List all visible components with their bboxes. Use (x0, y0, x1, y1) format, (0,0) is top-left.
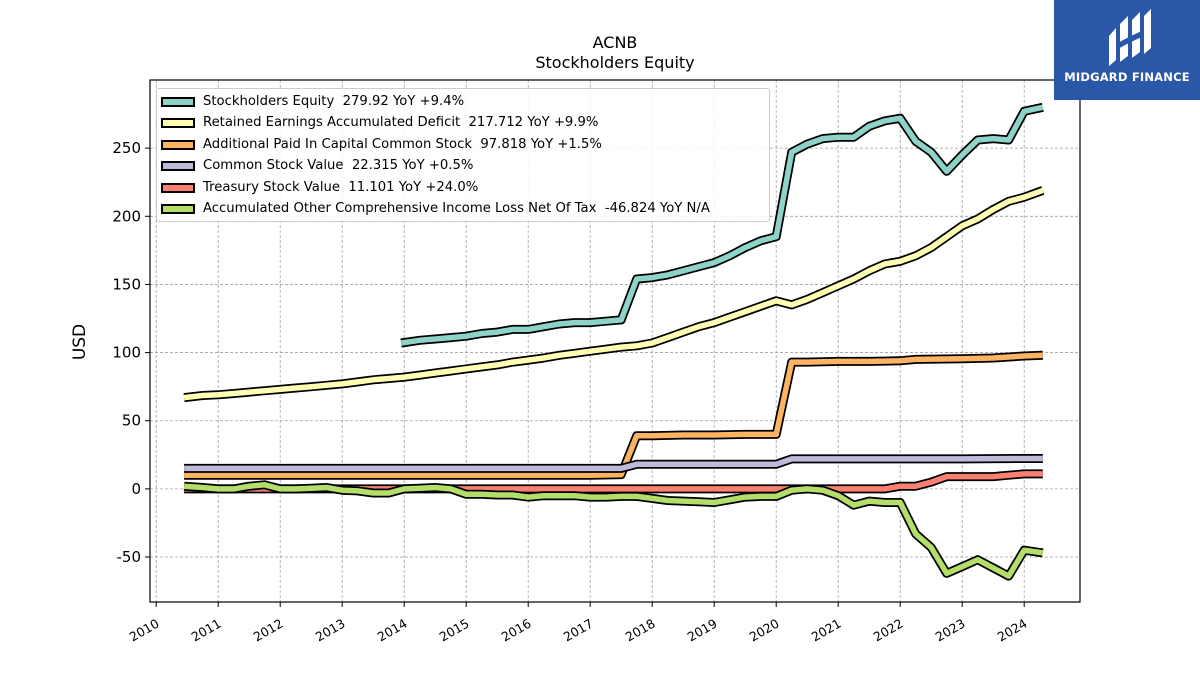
legend-item: Stockholders Equity 279.92 YoY +9.4% (157, 93, 769, 112)
x-tick-label: 2024 (995, 616, 1030, 645)
legend-item: Accumulated Other Comprehensive Income L… (157, 200, 769, 219)
legend-swatch (161, 97, 195, 107)
legend-item: Common Stock Value 22.315 YoY +0.5% (157, 157, 769, 176)
legend-swatch (161, 161, 195, 172)
legend-label: Retained Earnings Accumulated Deficit 21… (203, 115, 599, 131)
y-tick-label: 100 (112, 344, 141, 362)
y-tick-label: 200 (112, 207, 141, 225)
x-tick-label: 2016 (499, 616, 534, 645)
legend-label: Accumulated Other Comprehensive Income L… (203, 201, 710, 216)
y-axis-label: USD (70, 323, 90, 361)
series-line-2 (184, 352, 1043, 478)
x-tick-label: 2021 (809, 616, 844, 645)
legend-item: Treasury Stock Value 11.101 YoY +24.0% (157, 179, 769, 198)
x-tick-label: 2022 (871, 616, 906, 645)
legend-swatch (161, 204, 195, 214)
y-tick-label: 50 (122, 412, 141, 430)
midgard-finance-logo: MIDGARD FINANCE (1054, 0, 1200, 100)
series-line-3 (184, 455, 1043, 472)
legend-item: Retained Earnings Accumulated Deficit 21… (157, 114, 769, 133)
legend-label: Stockholders Equity 279.92 YoY +9.4% (203, 94, 465, 109)
x-tick-label: 2013 (313, 616, 348, 645)
y-tick-label: 0 (131, 480, 141, 498)
series-lines (183, 102, 1045, 581)
y-tick-label: -50 (117, 548, 142, 566)
x-tick-label: 2018 (623, 616, 658, 645)
chart-title: ACNB (592, 33, 638, 52)
legend-label: Additional Paid In Capital Common Stock … (203, 136, 602, 152)
series-line-0 (400, 104, 1044, 346)
legend-item: Additional Paid In Capital Common Stock … (157, 136, 769, 155)
legend-swatch (161, 118, 195, 129)
x-tick-label: 2010 (127, 616, 162, 645)
x-tick-label: 2020 (747, 616, 782, 645)
legend-label: Common Stock Value 22.315 YoY +0.5% (203, 158, 474, 174)
y-tick-label: 250 (112, 139, 141, 157)
x-tick-label: 2015 (437, 616, 472, 645)
plot-frame (149, 79, 1081, 603)
x-tick-label: 2014 (375, 616, 410, 645)
y-axis-ticks: -50 0 50 100 150 200 250 (112, 139, 150, 566)
logo-text: MIDGARD FINANCE (1064, 70, 1190, 84)
x-tick-label: 2011 (189, 616, 224, 645)
y-tick-label: 150 (112, 275, 141, 293)
legend-swatch (161, 139, 195, 150)
series-line-1 (183, 187, 1044, 401)
legend-swatch (161, 182, 195, 193)
x-tick-label: 2023 (933, 616, 968, 645)
legend-label: Treasury Stock Value 11.101 YoY +24.0% (203, 179, 479, 195)
x-tick-label: 2019 (685, 616, 720, 645)
chart-subtitle: Stockholders Equity (535, 53, 695, 72)
x-tick-label: 2017 (561, 616, 596, 645)
x-axis-ticks: 2010 2011 2012 2013 2014 2015 2016 2017 2018 2019… (127, 602, 1030, 645)
chart-legend: Stockholders Equity 279.92 YoY +9.4% Reta… (156, 88, 770, 222)
series-line-5 (183, 482, 1044, 579)
logo-mark-icon (1109, 9, 1151, 66)
x-tick-label: 2012 (251, 616, 286, 645)
